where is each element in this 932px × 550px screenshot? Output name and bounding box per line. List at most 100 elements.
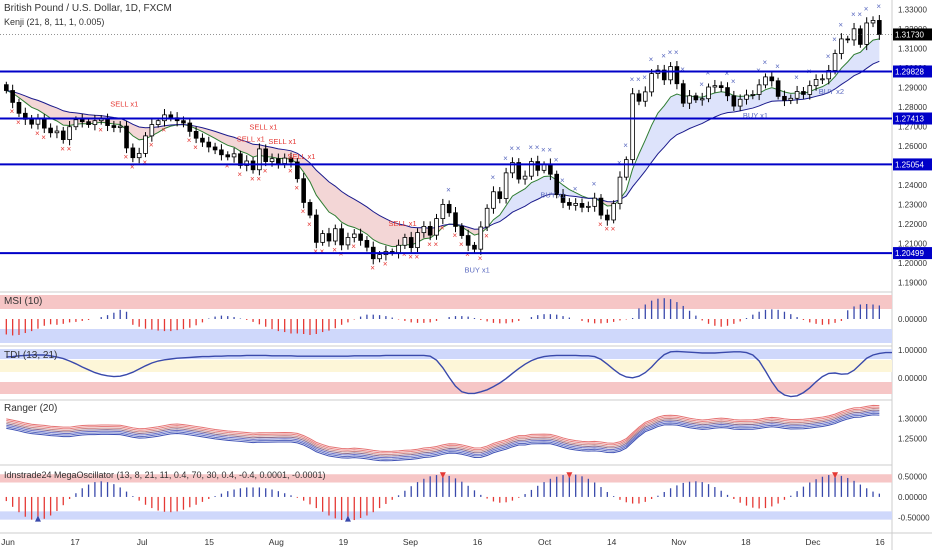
sell-marker: × xyxy=(16,118,21,127)
candle-body xyxy=(29,118,34,125)
candle-body xyxy=(143,135,148,154)
sell-marker: × xyxy=(256,174,261,183)
candle-body xyxy=(839,38,844,54)
candle-body xyxy=(453,212,458,227)
candle-body xyxy=(434,218,439,236)
sell-marker: × xyxy=(598,220,603,229)
candle-body xyxy=(440,203,446,220)
candle-body xyxy=(465,235,471,246)
candle-body xyxy=(16,101,22,114)
candle-body xyxy=(73,119,79,128)
candle-body xyxy=(155,120,161,125)
y-tick-label: 1.27000 xyxy=(898,123,927,132)
kenji-cloud xyxy=(189,125,443,247)
buy-marker: × xyxy=(642,73,647,82)
buy-marker: × xyxy=(573,185,578,194)
candle-body xyxy=(225,154,231,158)
level-price-label: 1.27413 xyxy=(895,114,924,123)
sell-marker: × xyxy=(408,252,413,261)
candle-body xyxy=(219,149,224,156)
candle-body xyxy=(396,244,401,254)
sell-signal-label: SELL x1 xyxy=(268,137,296,146)
candle-body xyxy=(124,125,129,149)
sell-marker: × xyxy=(98,125,103,134)
candle-body xyxy=(67,126,72,140)
candle-body xyxy=(427,225,433,236)
candle-body xyxy=(567,202,572,206)
sell-signal-label: SELL x1 xyxy=(237,135,265,144)
x-tick-label: Jul xyxy=(137,537,148,547)
candle-body xyxy=(105,118,110,126)
y-tick-label: 1.24000 xyxy=(898,181,927,190)
msi-tick-label: 0.00000 xyxy=(898,315,927,324)
sell-marker: × xyxy=(320,247,325,256)
candle-body xyxy=(79,119,85,123)
candle-body xyxy=(535,161,541,171)
candle-body xyxy=(877,20,882,35)
kenji-indicator-label: Kenji (21, 8, 11, 1, 0.005) xyxy=(4,17,105,27)
candle-body xyxy=(712,85,718,88)
candle-body xyxy=(269,158,275,162)
x-tick-label: Nov xyxy=(671,537,687,547)
sell-marker: × xyxy=(187,136,192,145)
buy-marker: × xyxy=(560,176,565,185)
y-tick-label: 1.23000 xyxy=(898,200,927,209)
msi-pane-label: MSI (10) xyxy=(4,296,43,307)
tdi-line xyxy=(6,350,892,398)
y-tick-label: 1.28000 xyxy=(898,103,927,112)
buy-marker: × xyxy=(547,146,552,155)
candle-body xyxy=(636,93,642,102)
buy-marker: × xyxy=(668,48,673,57)
candle-body xyxy=(864,22,869,45)
x-tick-label: Jun xyxy=(1,537,15,547)
buy-marker: × xyxy=(636,75,641,84)
candle-body xyxy=(181,120,186,124)
candle-body xyxy=(402,237,408,246)
candle-body xyxy=(231,153,237,158)
candle-body xyxy=(351,233,357,238)
mega-lower-zone xyxy=(0,511,892,520)
candle-body xyxy=(592,197,597,207)
x-tick-label: 17 xyxy=(70,537,80,547)
candle-body xyxy=(212,146,218,151)
x-tick-label: 16 xyxy=(875,537,885,547)
candle-body xyxy=(263,148,269,162)
x-tick-label: Aug xyxy=(269,537,284,547)
candle-body xyxy=(611,203,616,221)
y-tick-label: 1.19000 xyxy=(898,278,927,287)
candle-body xyxy=(674,66,680,85)
tdi-pane-label: TDI (13, 21) xyxy=(4,350,58,361)
ranger-tick-label: 1.30000 xyxy=(898,415,927,424)
mega-tick-label: 0.50000 xyxy=(898,472,927,481)
level-price-label: 1.20499 xyxy=(895,249,924,258)
candle-body xyxy=(92,120,98,125)
candle-body xyxy=(718,85,724,89)
ranger-band-line xyxy=(6,408,880,456)
x-tick-label: 16 xyxy=(473,537,483,547)
buy-marker: × xyxy=(775,62,780,71)
candle-body xyxy=(326,233,332,242)
candle-body xyxy=(60,130,66,140)
buy-marker: × xyxy=(649,55,654,64)
buy-signal-label: BUY x1 xyxy=(743,111,768,120)
candle-body xyxy=(301,178,306,203)
candle-body xyxy=(699,98,705,101)
candle-body xyxy=(826,70,832,80)
candle-body xyxy=(661,69,667,81)
buy-marker: × xyxy=(516,144,521,153)
candle-body xyxy=(605,214,610,221)
sell-marker: × xyxy=(288,167,293,176)
candle-body xyxy=(522,175,528,180)
sell-marker: × xyxy=(149,141,154,150)
level-price-badge xyxy=(893,247,932,260)
candle-body xyxy=(668,66,673,81)
sell-marker: × xyxy=(611,225,616,234)
candle-body xyxy=(377,254,382,260)
sell-marker: × xyxy=(237,170,242,179)
buy-marker: × xyxy=(838,20,843,29)
tdi-upper-zone xyxy=(0,349,892,359)
candle-body xyxy=(187,122,193,132)
sell-marker: × xyxy=(452,231,457,240)
